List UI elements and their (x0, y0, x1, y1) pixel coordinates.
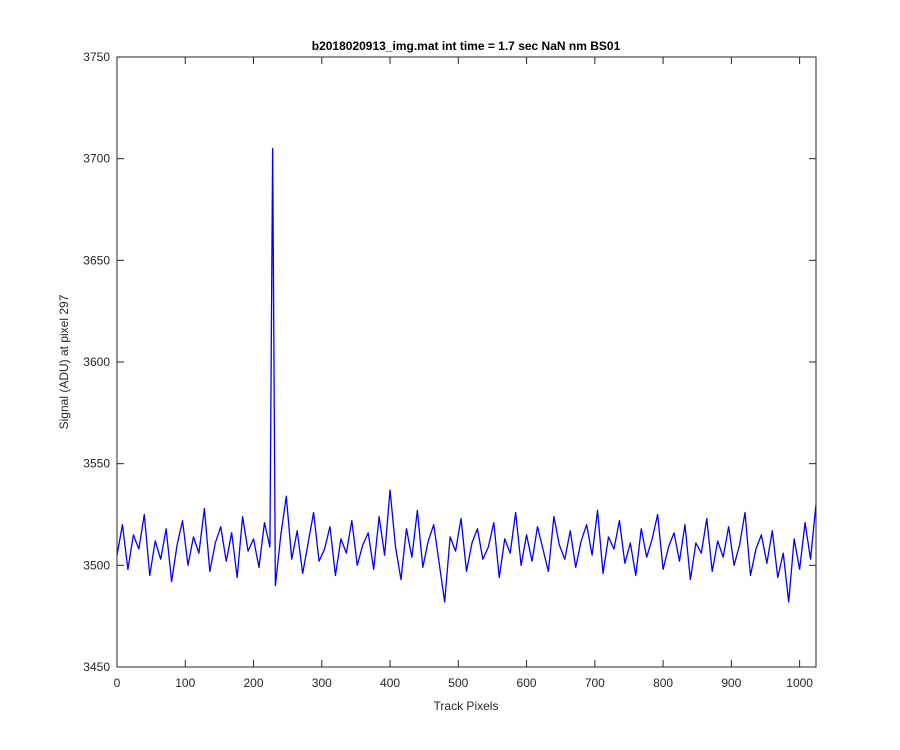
y-tick-label: 3650 (83, 253, 110, 267)
axes-box (116, 56, 817, 668)
x-axis-label: Track Pixels (434, 699, 499, 713)
y-tick-label: 3500 (83, 558, 110, 572)
y-tick-label: 3700 (83, 152, 110, 166)
y-tick-label: 3750 (83, 50, 110, 64)
y-axis-label: Signal (ADU) at pixel 297 (57, 294, 71, 429)
x-tick-label: 1000 (786, 676, 813, 690)
x-tick-label: 200 (244, 676, 264, 690)
x-tick-label: 800 (653, 676, 673, 690)
y-tick-label: 3600 (83, 355, 110, 369)
x-tick-label: 600 (517, 676, 537, 690)
signal-line (116, 147, 817, 603)
x-tick-label: 900 (721, 676, 741, 690)
x-tick-label: 300 (312, 676, 332, 690)
y-tick-label: 3450 (83, 660, 110, 674)
x-tick-label: 700 (585, 676, 605, 690)
x-tick-label: 0 (114, 676, 121, 690)
x-tick-label: 100 (175, 676, 195, 690)
x-tick-label: 400 (380, 676, 400, 690)
y-tick-label: 3550 (83, 457, 110, 471)
chart-title: b2018020913_img.mat int time = 1.7 sec N… (312, 39, 621, 53)
x-tick-label: 500 (448, 676, 468, 690)
